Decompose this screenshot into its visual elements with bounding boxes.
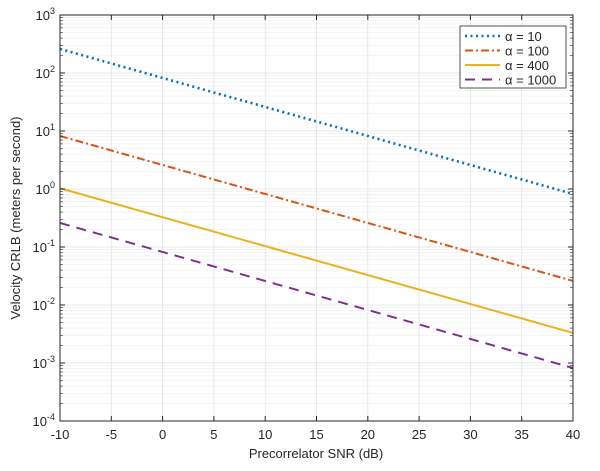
x-tick-label: 35 (514, 427, 528, 442)
y-tick-exp: 2 (50, 64, 55, 74)
x-tick-label: 30 (463, 427, 477, 442)
y-tick-base: 10 (36, 182, 50, 197)
x-tick-label: 40 (566, 427, 580, 442)
legend-label-3: α = 1000 (505, 73, 556, 88)
y-tick-exp: -3 (47, 354, 55, 364)
y-tick-exp: -4 (47, 412, 55, 422)
y-tick-base: 10 (36, 124, 50, 139)
x-tick-label: -10 (51, 427, 70, 442)
y-tick-label: 100 (36, 180, 55, 197)
y-axis-label: Velocity CRLB (meters per second) (8, 116, 23, 319)
y-tick-base: 10 (36, 8, 50, 23)
y-tick-label: 10-4 (33, 412, 55, 429)
y-tick-base: 10 (33, 356, 47, 371)
x-tick-label: -5 (106, 427, 118, 442)
y-tick-label: 102 (36, 64, 55, 81)
legend-label-2: α = 400 (505, 58, 549, 73)
series-line-0 (59, 47, 574, 196)
x-tick-label: 5 (210, 427, 217, 442)
y-tick-label: 10-2 (33, 296, 55, 313)
y-tick-base: 10 (36, 66, 50, 81)
x-tick-label: 15 (309, 427, 323, 442)
y-tick-exp: -1 (47, 238, 55, 248)
series-lines (59, 47, 574, 369)
y-tick-base: 10 (33, 240, 47, 255)
y-tick-exp: 1 (50, 122, 55, 132)
legend-label-1: α = 100 (505, 44, 549, 59)
y-tick-label: 101 (36, 122, 55, 139)
legend-label-0: α = 10 (505, 29, 542, 44)
series-line-1 (59, 135, 574, 282)
y-tick-exp: 0 (50, 180, 55, 190)
y-tick-exp: -2 (47, 296, 55, 306)
x-tick-label: 20 (361, 427, 375, 442)
series-line-3 (59, 221, 574, 369)
y-tick-base: 10 (33, 298, 47, 313)
y-tick-label: 10-1 (33, 238, 55, 255)
series-line-2 (59, 187, 574, 334)
x-tick-label: 10 (258, 427, 272, 442)
y-tick-label: 103 (36, 6, 55, 23)
y-tick-label: 10-3 (33, 354, 55, 371)
x-axis-label: Precorrelator SNR (dB) (249, 446, 383, 461)
x-tick-label: 0 (159, 427, 166, 442)
x-tick-label: 25 (412, 427, 426, 442)
x-axis-ticks: -10 -5 0 5 10 15 20 25 30 35 40 (51, 15, 580, 442)
y-tick-exp: 3 (50, 6, 55, 16)
y-tick-base: 10 (33, 414, 47, 429)
